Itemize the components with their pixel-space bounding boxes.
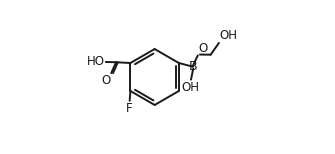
Text: OH: OH	[182, 81, 200, 94]
Text: B: B	[189, 60, 198, 73]
Text: HO: HO	[87, 55, 105, 68]
Text: F: F	[126, 102, 133, 115]
Text: O: O	[101, 74, 111, 87]
Text: OH: OH	[219, 29, 238, 42]
Text: O: O	[198, 42, 207, 55]
